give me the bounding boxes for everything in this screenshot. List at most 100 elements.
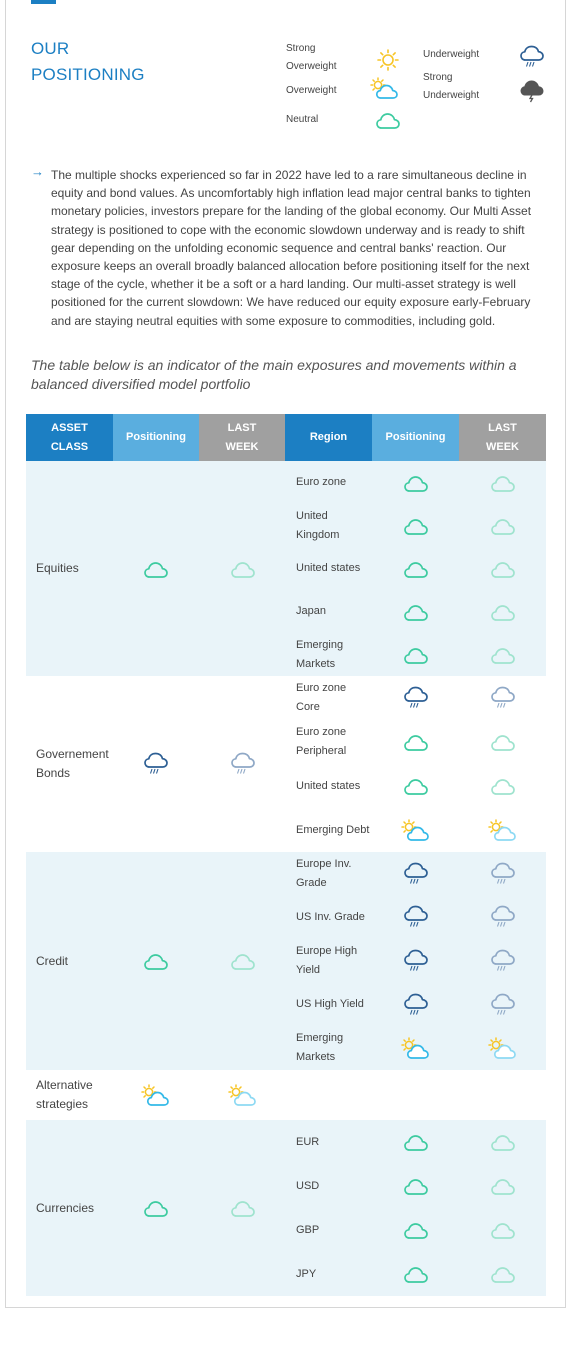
legend-strong-underweight-line1: Strong	[423, 72, 453, 83]
asset-class-line2: strategies	[36, 1097, 89, 1111]
region-last-week-icon	[491, 475, 515, 492]
region-last-week-icon	[491, 1223, 515, 1239]
region-label: Japan	[296, 602, 376, 621]
legend-strong-overweight-label: Strong Overweight	[286, 40, 337, 76]
asset-last-week-icon	[231, 1201, 255, 1217]
region-label-line2: Yield	[296, 964, 321, 976]
region-label: Emerging Markets	[296, 1029, 376, 1067]
region-label: Emerging Debt	[296, 821, 376, 840]
region-positioning-icon	[404, 647, 428, 664]
header-last-week-line1: LAST	[227, 421, 257, 434]
region-last-week-icon	[491, 686, 515, 708]
region-last-week-icon	[491, 993, 515, 1015]
region-label-line1: United	[296, 509, 328, 522]
content-frame	[5, 0, 566, 1308]
asset-class-label: Governement Bonds	[36, 745, 109, 783]
table-group-5	[26, 1120, 546, 1296]
region-label: Euro zone	[296, 473, 376, 492]
legend-strong-overweight-line2: Overweight	[286, 61, 337, 72]
region-label: Europe High Yield	[296, 942, 376, 980]
sun-icon	[377, 49, 399, 71]
asset-last-week-icon	[231, 752, 255, 774]
region-label: US High Yield	[296, 995, 376, 1014]
header-last-week: LAST WEEK	[199, 414, 285, 461]
rain-cloud-icon-svg	[520, 45, 544, 67]
region-positioning-icon	[404, 949, 428, 971]
region-last-week-icon	[491, 561, 515, 578]
region-positioning-icon	[404, 1179, 428, 1195]
region-positioning-icon	[404, 475, 428, 492]
region-label: Euro zone Core	[296, 679, 376, 717]
page-title-line1: OUR	[31, 39, 70, 58]
region-last-week-icon	[491, 862, 515, 884]
region-label-line1: JPY	[296, 1267, 317, 1280]
legend-neutral-label: Neutral	[286, 114, 319, 125]
region-label-line1: Europe Inv.	[296, 857, 352, 870]
region-label: United states	[296, 777, 376, 796]
asset-positioning-icon	[141, 1084, 169, 1106]
region-label: Euro zone Peripheral	[296, 723, 376, 761]
region-label-line2: Kingdom	[296, 528, 340, 541]
region-positioning-icon	[404, 561, 428, 578]
region-label-line2: Core	[296, 701, 320, 713]
region-positioning-icon	[404, 1135, 428, 1151]
storm-cloud-icon	[520, 80, 544, 103]
header-positioning: Positioning	[113, 414, 199, 461]
region-last-week-icon	[491, 604, 515, 621]
header-region-last-week-line2: WEEK	[486, 440, 519, 453]
cloud-icon	[375, 111, 401, 129]
region-label: Europe Inv. Grade	[296, 855, 376, 893]
region-last-week-icon	[491, 949, 515, 971]
sun-cloud-icon	[369, 77, 401, 99]
asset-last-week-icon	[231, 954, 255, 970]
legend-strong-overweight-line1: Strong	[286, 43, 316, 54]
header-asset-class: ASSET CLASS	[26, 414, 113, 461]
region-label-line1: EUR	[296, 1135, 320, 1148]
asset-class-label: Equities	[36, 559, 79, 578]
region-label-line1: Euro zone	[296, 476, 347, 488]
region-label: Emerging Markets	[296, 636, 376, 674]
asset-class-line1: Currencies	[36, 1200, 95, 1215]
asset-last-week-icon	[231, 561, 255, 578]
region-last-week-icon	[491, 1267, 515, 1283]
region-label: US Inv. Grade	[296, 908, 376, 927]
region-positioning-icon	[404, 993, 428, 1015]
region-last-week-icon	[488, 1037, 516, 1060]
legend-strong-underweight-line2: Underweight	[423, 90, 480, 101]
region-last-week-icon	[491, 518, 515, 535]
table-group-4	[26, 1070, 546, 1120]
asset-class-label: Credit	[36, 952, 68, 971]
arrow-right-icon: →	[31, 164, 44, 179]
region-label-line1: United states	[296, 562, 361, 574]
asset-positioning-icon	[144, 954, 168, 970]
page-title-line2: POSITIONING	[31, 65, 145, 84]
region-last-week-icon	[491, 779, 515, 795]
region-label-line1: Emerging	[296, 638, 344, 651]
storm-cloud-icon-svg	[520, 80, 544, 103]
legend-underweight-label: Underweight	[423, 49, 480, 60]
rain-cloud-icon	[520, 45, 544, 68]
asset-class-line1: Alternative	[36, 1078, 93, 1092]
asset-class-label: Alternative strategies	[36, 1076, 93, 1114]
intro-paragraph: The multiple shocks experienced so far i…	[51, 168, 532, 328]
region-label: United states	[296, 559, 376, 578]
asset-class-line1: Governement	[36, 747, 109, 761]
region-positioning-icon	[404, 779, 428, 795]
header-region-last-week-line1: LAST	[488, 421, 517, 434]
region-label-line2: Peripheral	[296, 745, 347, 757]
region-positioning-icon	[401, 819, 429, 841]
table-intro-note: The table below is an indicator of the m…	[31, 357, 517, 392]
asset-class-line1: Equities	[36, 561, 79, 575]
region-label: USD	[296, 1177, 376, 1196]
region-label-line1: Europe High	[296, 945, 358, 957]
asset-positioning-icon	[144, 561, 168, 578]
region-last-week-icon	[491, 735, 515, 751]
region-last-week-icon	[491, 1179, 515, 1195]
region-positioning-icon	[404, 862, 428, 884]
region-label-line1: United states	[296, 779, 361, 792]
region-positioning-icon	[401, 1037, 429, 1060]
sun-cloud-icon-svg	[370, 77, 398, 99]
region-positioning-icon	[404, 518, 428, 535]
header-region-last-week: LAST WEEK	[459, 414, 546, 461]
region-label-line2: Markets	[296, 657, 336, 670]
